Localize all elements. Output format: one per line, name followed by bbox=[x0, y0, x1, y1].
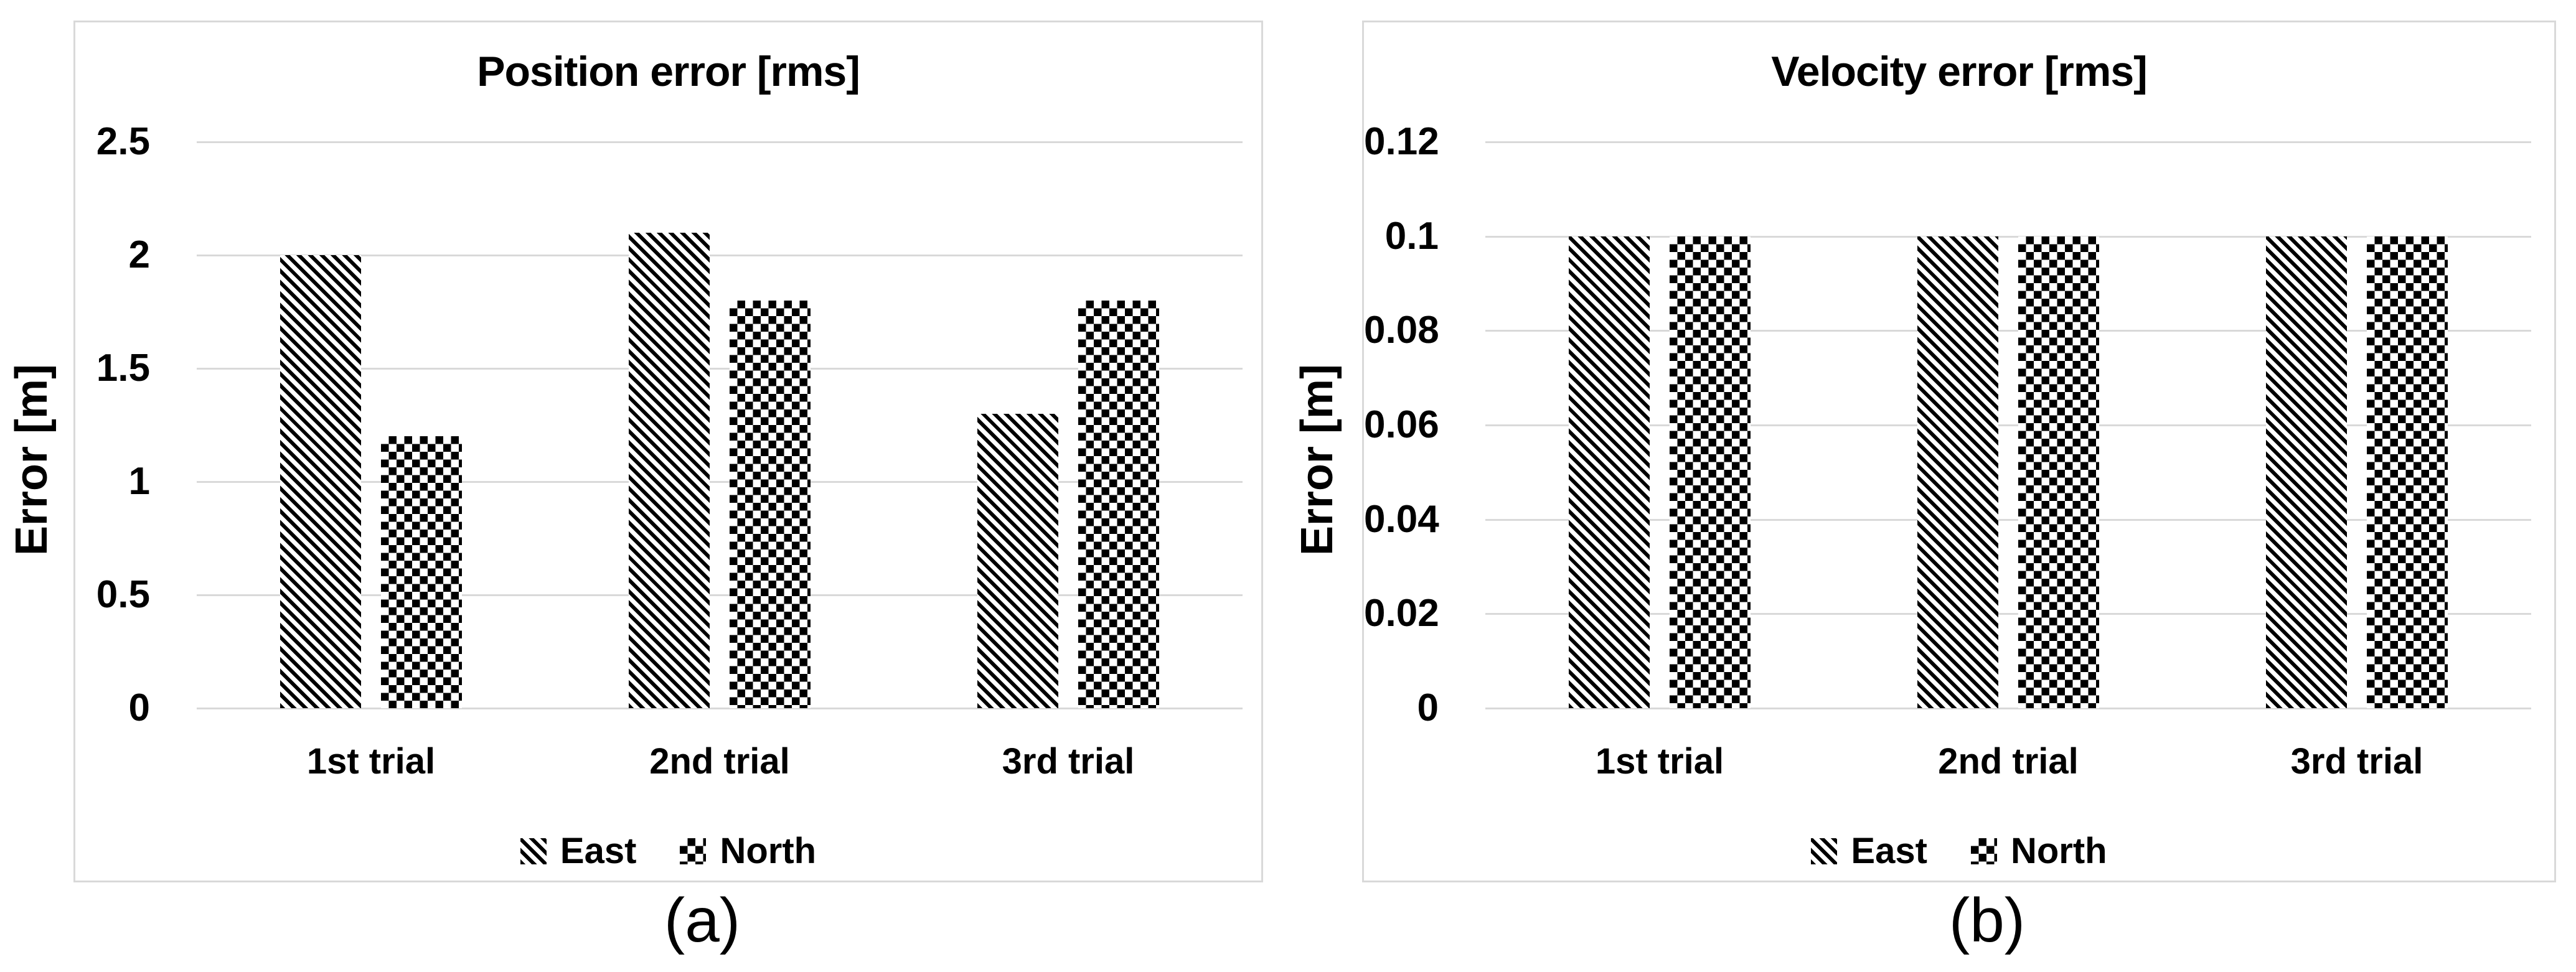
plot-area-position-error: 0 0.5 1 1.5 2 2.5 1st trial 2nd trial 3rd trial bbox=[75, 22, 1261, 881]
east-diagonal-hatch-swatch-icon bbox=[1811, 838, 1838, 864]
gridline-y-0.08 bbox=[1485, 330, 2531, 332]
chart-title-velocity-error: Velocity error [rms] bbox=[1771, 48, 2148, 95]
y-tick-label-0.1: 0.1 bbox=[1384, 214, 1439, 258]
y-tick-label-0: 0 bbox=[1417, 686, 1439, 729]
y-tick-label-0.12: 0.12 bbox=[1364, 120, 1439, 163]
bar-east-2nd-trial bbox=[1917, 236, 1998, 708]
gridline-y-0.04 bbox=[1485, 518, 2531, 521]
legend-label-north: North bbox=[720, 831, 817, 871]
gridline-y-2.5 bbox=[197, 141, 1243, 143]
legend-label-east: East bbox=[1851, 831, 1927, 871]
bar-east-2nd-trial bbox=[629, 232, 710, 708]
bar-north-2nd-trial bbox=[2018, 236, 2099, 708]
x-tick-label-2nd-trial: 2nd trial bbox=[1938, 741, 2079, 782]
legend-item-north: North bbox=[680, 830, 816, 872]
x-tick-label-2nd-trial: 2nd trial bbox=[649, 741, 790, 782]
chart-title-position-error: Position error [rms] bbox=[477, 48, 860, 95]
gridline-y-0 bbox=[1485, 708, 2531, 709]
north-checkerboard-swatch-icon bbox=[680, 838, 707, 864]
y-tick-label-1.5: 1.5 bbox=[96, 347, 150, 390]
y-tick-label-0.08: 0.08 bbox=[1364, 309, 1439, 352]
gridline-y-0 bbox=[197, 708, 1243, 709]
bar-north-3rd-trial bbox=[2367, 236, 2448, 708]
gridline-y-1 bbox=[197, 481, 1243, 483]
y-axis-title-velocity-error: Error [m] bbox=[1292, 364, 1342, 556]
y-tick-label-0.5: 0.5 bbox=[96, 573, 150, 616]
plot-area-velocity-error: 0 0.02 0.04 0.06 0.08 0.1 0.12 1st trial 2nd tri… bbox=[1364, 22, 2554, 881]
bar-north-2nd-trial bbox=[730, 300, 811, 708]
north-checkerboard-swatch-icon bbox=[1970, 838, 1997, 864]
legend-item-east: East bbox=[1811, 830, 1927, 872]
x-tick-label-3rd-trial: 3rd trial bbox=[2290, 741, 2423, 782]
y-tick-label-1: 1 bbox=[128, 460, 150, 503]
legend-position-error: East North bbox=[75, 830, 1261, 872]
bar-north-1st-trial bbox=[1670, 236, 1751, 708]
legend-velocity-error: East North bbox=[1364, 830, 2554, 872]
gridline-y-0.02 bbox=[1485, 613, 2531, 615]
legend-item-east: East bbox=[520, 830, 637, 872]
x-tick-label-3rd-trial: 3rd trial bbox=[1002, 741, 1135, 782]
bar-north-3rd-trial bbox=[1078, 300, 1159, 708]
chart-panel-position-error: Position error [rms] 0 0.5 1 1.5 2 2.5 1st tri… bbox=[73, 21, 1263, 882]
y-tick-label-0.04: 0.04 bbox=[1364, 497, 1439, 541]
chart-panel-velocity-error: Velocity error [rms] 0 0.02 0.04 0.06 0.08 0.… bbox=[1362, 21, 2556, 882]
bar-east-3rd-trial bbox=[977, 413, 1058, 708]
bar-east-1st-trial bbox=[1569, 236, 1650, 708]
bar-east-1st-trial bbox=[280, 255, 361, 708]
bar-east-3rd-trial bbox=[2266, 236, 2347, 708]
gridline-y-0.06 bbox=[1485, 424, 2531, 426]
y-axis-title-position-error: Error [m] bbox=[7, 364, 57, 556]
legend-item-north: North bbox=[1970, 830, 2107, 872]
y-tick-label-0.02: 0.02 bbox=[1364, 592, 1439, 635]
subfigure-caption-b: (b) bbox=[1948, 886, 2026, 955]
gridline-y-2 bbox=[197, 255, 1243, 256]
legend-label-north: North bbox=[2010, 831, 2107, 871]
y-tick-label-0: 0 bbox=[128, 686, 150, 729]
gridline-y-0.12 bbox=[1485, 141, 2531, 143]
y-tick-label-2: 2 bbox=[128, 233, 150, 276]
gridline-y-1.5 bbox=[197, 368, 1243, 370]
x-tick-label-1st-trial: 1st trial bbox=[306, 741, 436, 782]
subfigure-caption-a: (a) bbox=[664, 886, 741, 955]
y-tick-label-2.5: 2.5 bbox=[96, 120, 150, 163]
gridline-y-0.5 bbox=[197, 594, 1243, 596]
x-tick-label-1st-trial: 1st trial bbox=[1595, 741, 1724, 782]
y-tick-label-0.06: 0.06 bbox=[1364, 403, 1439, 446]
bar-north-1st-trial bbox=[381, 436, 462, 708]
legend-label-east: East bbox=[560, 831, 637, 871]
gridline-y-0.1 bbox=[1485, 235, 2531, 238]
east-diagonal-hatch-swatch-icon bbox=[520, 838, 547, 864]
